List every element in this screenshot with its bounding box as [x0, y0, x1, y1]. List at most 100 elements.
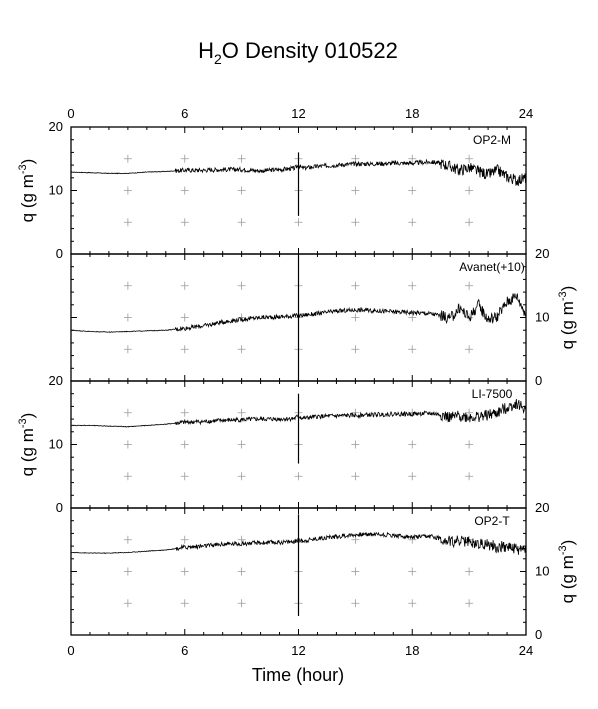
grid-marker	[351, 345, 360, 354]
y-tick-label: 10	[49, 437, 63, 452]
grid-marker	[351, 535, 360, 544]
x-tick-label-top: 12	[291, 106, 305, 121]
x-tick-label-bottom: 0	[67, 643, 74, 658]
grid-marker	[237, 218, 246, 227]
grid-marker	[180, 440, 189, 449]
grid-marker	[123, 345, 132, 354]
grid-marker	[351, 599, 360, 608]
grid-marker	[180, 408, 189, 417]
y-axis-label-3-post: )	[558, 540, 577, 546]
grid-marker	[180, 154, 189, 163]
grid-marker	[237, 599, 246, 608]
grid-marker	[237, 154, 246, 163]
grid-marker	[465, 281, 474, 290]
grid-marker	[180, 535, 189, 544]
grid-marker	[465, 218, 474, 227]
grid-marker	[408, 218, 417, 227]
grid-marker	[237, 440, 246, 449]
y-axis-label-2: q (g m-3)	[17, 413, 37, 477]
y-tick-label: 20	[535, 246, 549, 261]
grid-marker	[465, 408, 474, 417]
grid-marker	[465, 599, 474, 608]
series-label: LI-7500	[472, 387, 513, 401]
grid-marker	[180, 281, 189, 290]
grid-marker	[237, 472, 246, 481]
x-tick-label-bottom: 18	[405, 643, 419, 658]
y-axis-label-3-pre: q (g m	[558, 555, 577, 603]
grid-marker	[180, 218, 189, 227]
grid-marker	[408, 281, 417, 290]
grid-marker	[294, 218, 303, 227]
y-axis-label-3-sup: -3	[557, 545, 569, 555]
grid-marker	[351, 281, 360, 290]
grid-marker	[408, 472, 417, 481]
y-tick-label: 20	[535, 500, 549, 515]
y-axis-label-2-post: )	[18, 413, 37, 419]
panel-2: 0 10 20 LI-7500	[49, 373, 527, 515]
x-tick-label-top: 6	[181, 106, 188, 121]
y-axis-label-1-sup: -3	[557, 291, 569, 301]
y-axis-label-2-pre: q (g m	[18, 428, 37, 476]
y-axis-label-1-post: )	[558, 286, 577, 292]
grid-marker	[123, 599, 132, 608]
y-tick-label: 0	[56, 246, 63, 261]
grid-marker	[408, 313, 417, 322]
grid-marker	[123, 281, 132, 290]
grid-marker	[237, 535, 246, 544]
grid-marker	[123, 186, 132, 195]
grid-marker	[408, 599, 417, 608]
grid-marker	[123, 440, 132, 449]
y-axis-label-0-sup: -3	[17, 164, 29, 174]
grid-marker	[465, 345, 474, 354]
grid-marker	[351, 218, 360, 227]
grid-marker	[465, 154, 474, 163]
grid-marker	[123, 535, 132, 544]
series-label: OP2-T	[474, 514, 510, 528]
grid-marker	[237, 313, 246, 322]
x-tick-label-top: 24	[519, 106, 533, 121]
panel-0: 0 10 20 OP2-M	[49, 119, 527, 261]
grid-marker	[351, 440, 360, 449]
grid-marker	[408, 154, 417, 163]
grid-marker	[237, 567, 246, 576]
grid-marker	[351, 186, 360, 195]
grid-marker	[408, 440, 417, 449]
grid-marker	[351, 154, 360, 163]
grid-marker	[465, 186, 474, 195]
grid-marker	[237, 345, 246, 354]
grid-marker	[180, 186, 189, 195]
grid-marker	[465, 472, 474, 481]
panel-1: 0 10 20 Avanet(+10)	[70, 246, 549, 388]
grid-marker	[237, 408, 246, 417]
y-tick-label: 10	[535, 310, 549, 325]
y-axis-label-1-pre: q (g m	[558, 301, 577, 349]
y-tick-label: 0	[56, 500, 63, 515]
grid-marker	[408, 567, 417, 576]
grid-marker	[237, 281, 246, 290]
grid-marker	[180, 313, 189, 322]
grid-marker	[351, 472, 360, 481]
grid-marker	[123, 567, 132, 576]
grid-marker	[408, 186, 417, 195]
x-tick-label-bottom: 12	[291, 643, 305, 658]
y-tick-label: 0	[535, 627, 542, 642]
grid-marker	[123, 408, 132, 417]
grid-marker	[180, 599, 189, 608]
chart-title-sub: 2	[214, 51, 222, 67]
grid-marker	[123, 472, 132, 481]
y-tick-label: 10	[535, 564, 549, 579]
grid-marker	[351, 313, 360, 322]
grid-marker	[180, 472, 189, 481]
x-axis-label: Time (hour)	[252, 665, 344, 685]
grid-marker	[123, 154, 132, 163]
chart-title: H2O Density 010522	[198, 38, 398, 67]
y-axis-label-1: q (g m-3)	[557, 286, 577, 350]
y-axis-label-3: q (g m-3)	[557, 540, 577, 604]
x-tick-label-bottom: 6	[181, 643, 188, 658]
grid-marker	[180, 345, 189, 354]
chart-title-pre: H	[198, 38, 214, 63]
y-tick-label: 10	[49, 183, 63, 198]
y-tick-label: 0	[535, 373, 542, 388]
grid-marker	[351, 567, 360, 576]
